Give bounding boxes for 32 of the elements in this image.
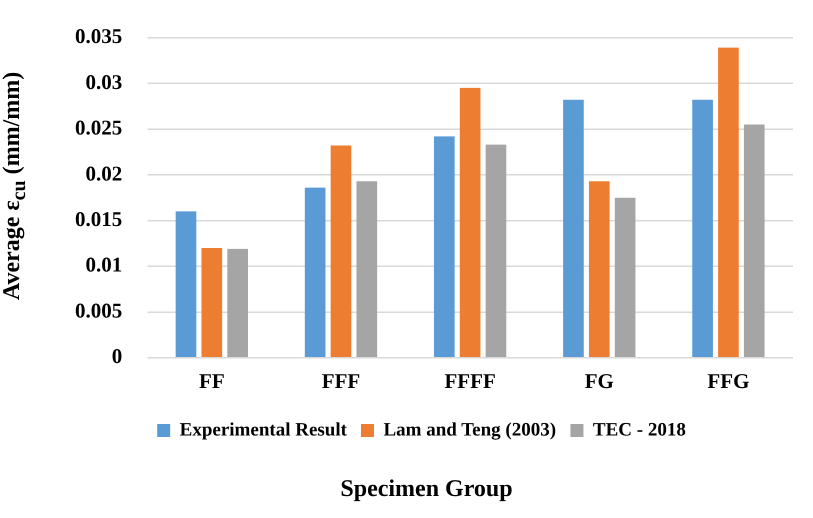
x-tick-label: FFF — [322, 368, 360, 393]
bar — [460, 88, 480, 358]
x-tick-label: FFG — [707, 368, 750, 393]
bar — [588, 181, 610, 358]
bar — [486, 144, 506, 358]
x-tick-label: FG — [584, 368, 614, 393]
y-tick-label: 0 — [112, 344, 122, 368]
bar — [304, 188, 326, 358]
bar — [718, 48, 739, 358]
x-axis-title: Specimen Group — [339, 476, 514, 503]
legend-label: TEC - 2018 — [592, 419, 686, 440]
legend-label: Lam and Teng (2003) — [383, 419, 556, 440]
y-tick-label: 0.025 — [75, 116, 122, 140]
bar — [434, 136, 455, 358]
y-tick-label: 0.01 — [86, 252, 122, 277]
bar — [330, 146, 352, 358]
bar — [692, 100, 713, 358]
x-tick-label: FF — [198, 368, 225, 393]
bar — [201, 248, 222, 358]
legend-label: Experimental Result — [180, 419, 348, 440]
y-tick-label: 0.035 — [75, 24, 122, 48]
bar — [563, 100, 584, 358]
y-tick-label: 0.02 — [86, 161, 122, 186]
y-tick-label: 0.005 — [75, 298, 122, 322]
y-tick-label: 0.015 — [75, 206, 122, 231]
bar — [614, 198, 636, 358]
y-tick-label: 0.03 — [86, 70, 122, 94]
bar — [744, 124, 765, 358]
bar — [176, 211, 196, 358]
x-tick-label: FFFF — [444, 368, 496, 393]
bar — [227, 248, 248, 358]
bar — [356, 181, 378, 358]
